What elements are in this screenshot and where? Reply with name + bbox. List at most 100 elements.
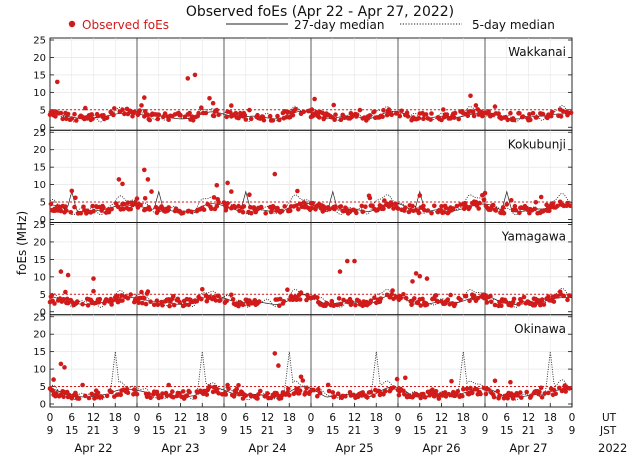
observed-point bbox=[396, 392, 402, 398]
x-tick-label-ut: 12 bbox=[348, 412, 361, 424]
observed-point bbox=[104, 115, 110, 121]
observed-point bbox=[146, 391, 152, 397]
observed-point bbox=[513, 207, 519, 213]
observed-point bbox=[527, 210, 532, 216]
observed-point bbox=[120, 298, 125, 303]
y-axis-label: foEs (MHz) bbox=[15, 211, 29, 275]
observed-point bbox=[272, 351, 278, 356]
observed-point bbox=[461, 386, 466, 392]
observed-point bbox=[528, 117, 533, 123]
x-tick-label-jst: 9 bbox=[221, 425, 228, 437]
observed-point bbox=[224, 205, 229, 210]
observed-point bbox=[389, 112, 395, 118]
date-label: Apr 22 bbox=[74, 441, 112, 455]
observed-point bbox=[403, 295, 409, 301]
x-tick-label-jst: 3 bbox=[460, 425, 467, 437]
observed-point bbox=[555, 293, 560, 299]
observed-point bbox=[330, 390, 336, 395]
observed-point bbox=[236, 203, 241, 209]
observed-point bbox=[137, 108, 142, 113]
observed-point bbox=[78, 210, 84, 216]
observed-point bbox=[433, 389, 439, 394]
x-tick-label-ut: 0 bbox=[482, 412, 489, 424]
x-tick-label-jst: 15 bbox=[326, 425, 339, 437]
observed-point bbox=[263, 211, 269, 216]
observed-point bbox=[338, 301, 344, 307]
observed-point bbox=[480, 113, 485, 119]
observed-point bbox=[143, 301, 149, 307]
observed-series bbox=[47, 351, 572, 401]
observed-point bbox=[178, 112, 183, 118]
observed-point bbox=[492, 302, 498, 308]
observed-point bbox=[381, 206, 386, 212]
observed-point bbox=[90, 203, 95, 209]
observed-point bbox=[237, 208, 242, 214]
observed-point bbox=[80, 301, 85, 307]
observed-point bbox=[471, 293, 477, 299]
observed-point bbox=[382, 198, 387, 203]
legend-5day-label: 5-day median bbox=[472, 18, 555, 32]
observed-point bbox=[488, 293, 493, 299]
observed-point bbox=[389, 202, 395, 208]
observed-point bbox=[240, 396, 246, 401]
observed-point bbox=[451, 206, 456, 211]
observed-point bbox=[366, 193, 372, 199]
y-tick-label: 10 bbox=[33, 272, 46, 283]
observed-point bbox=[460, 393, 465, 399]
observed-point bbox=[549, 109, 555, 115]
observed-point bbox=[316, 387, 321, 392]
observed-point bbox=[315, 295, 320, 300]
observed-point bbox=[316, 115, 322, 120]
observed-point bbox=[196, 110, 201, 116]
observed-point bbox=[298, 290, 304, 295]
observed-point bbox=[89, 112, 94, 117]
observed-point bbox=[72, 111, 77, 117]
panel-wakkanai: 0 5 10 15 20 25 Wakkanai bbox=[33, 36, 574, 134]
observed-point bbox=[451, 115, 457, 120]
observed-point bbox=[368, 389, 374, 395]
date-label: Apr 27 bbox=[509, 441, 547, 455]
observed-point bbox=[504, 202, 510, 207]
observed-point bbox=[322, 114, 327, 120]
observed-point bbox=[142, 95, 147, 100]
x-tick-label-ut: 0 bbox=[395, 412, 402, 424]
observed-point bbox=[383, 388, 388, 394]
observed-point bbox=[482, 190, 488, 196]
y-tick-label: 20 bbox=[33, 145, 46, 156]
observed-point bbox=[511, 296, 517, 302]
observed-point bbox=[270, 118, 276, 123]
observed-point bbox=[61, 394, 66, 400]
x-tick-label-jst: 21 bbox=[174, 425, 187, 437]
observed-point bbox=[104, 393, 110, 399]
observed-point bbox=[203, 110, 209, 116]
observed-point bbox=[448, 292, 453, 298]
observed-point bbox=[532, 206, 538, 212]
x-tick-label-jst: 3 bbox=[199, 425, 206, 437]
observed-point bbox=[410, 203, 415, 209]
observed-point bbox=[546, 294, 551, 299]
observed-point bbox=[371, 393, 376, 399]
observed-point bbox=[97, 296, 103, 302]
y-tick-label: 10 bbox=[33, 180, 46, 191]
observed-point bbox=[397, 113, 403, 119]
observed-point bbox=[238, 110, 243, 116]
observed-point bbox=[90, 116, 95, 121]
observed-point bbox=[401, 388, 406, 394]
observed-point bbox=[167, 303, 172, 309]
observed-point bbox=[210, 100, 216, 106]
observed-point bbox=[405, 114, 411, 119]
legend: Observed foEs 27-day median 5-day median bbox=[68, 18, 555, 32]
observed-point bbox=[142, 296, 147, 301]
observed-point bbox=[416, 115, 422, 121]
date-label: Apr 25 bbox=[335, 441, 373, 455]
observed-point bbox=[192, 72, 198, 78]
observed-point bbox=[410, 279, 415, 284]
observed-point bbox=[534, 115, 539, 120]
observed-point bbox=[403, 375, 408, 381]
observed-point bbox=[424, 302, 430, 307]
observed-point bbox=[95, 113, 101, 119]
observed-point bbox=[226, 386, 231, 392]
y-tick-label: 25 bbox=[33, 312, 46, 323]
observed-point bbox=[267, 113, 273, 119]
observed-point bbox=[524, 389, 529, 395]
